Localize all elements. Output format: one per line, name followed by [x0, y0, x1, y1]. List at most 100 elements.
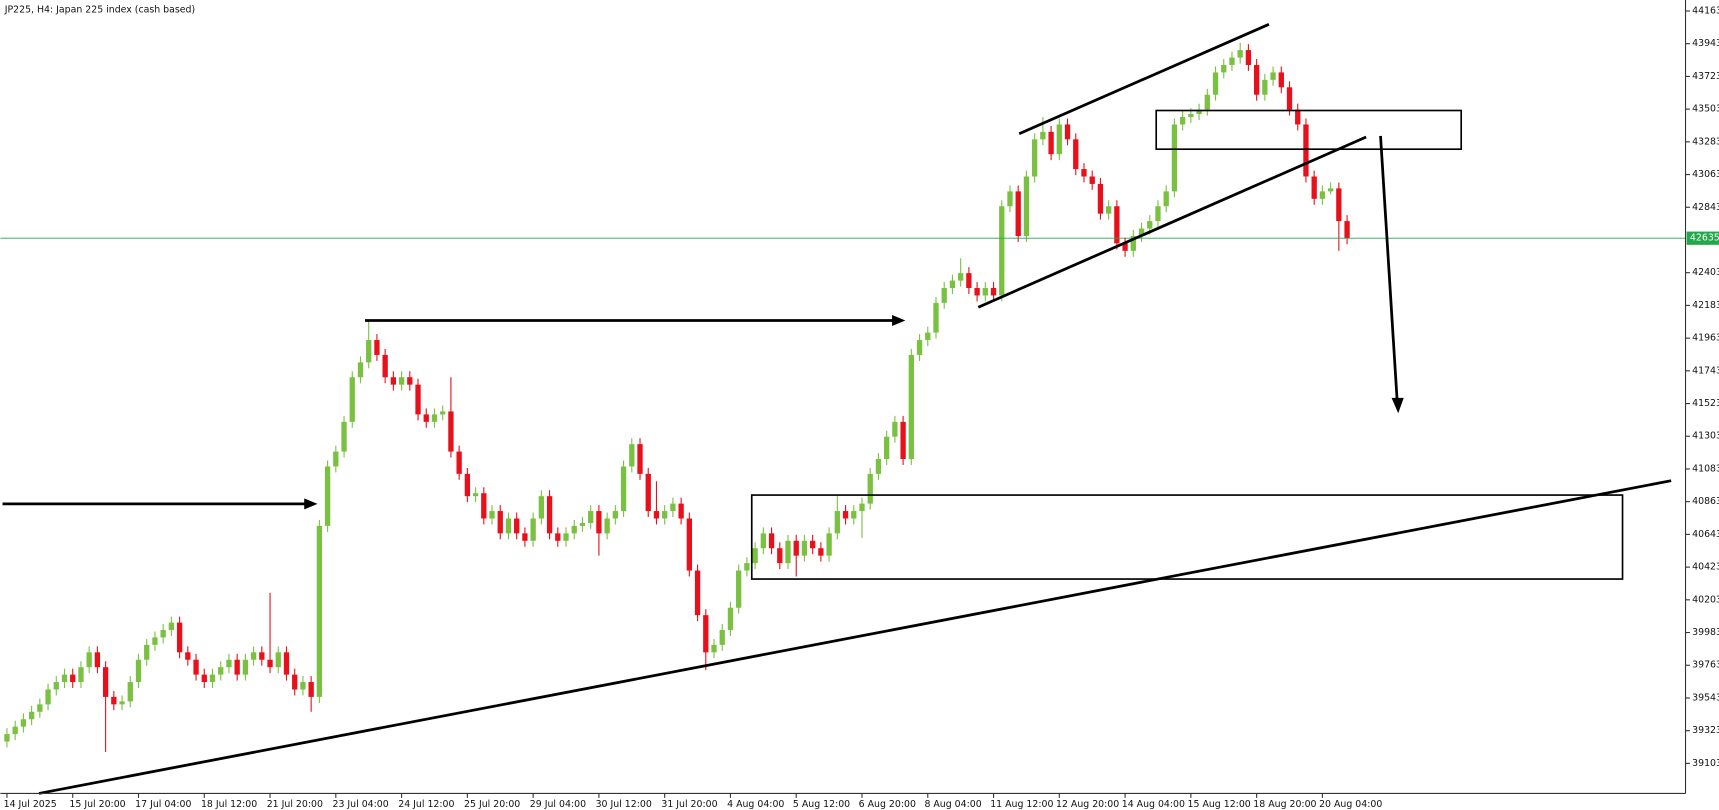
candle-body — [1031, 139, 1038, 177]
candle-body — [579, 522, 586, 526]
x-tick-label: 12 Aug 20:00 — [1056, 799, 1119, 810]
candle-body — [777, 548, 783, 564]
candle-body — [300, 682, 306, 690]
candle-body — [1081, 169, 1087, 177]
candle-body — [1278, 72, 1284, 88]
candle-body — [283, 652, 290, 675]
x-tick-label: 18 Jul 12:00 — [201, 799, 257, 810]
candle-body — [908, 354, 914, 460]
candle-body — [916, 340, 923, 355]
y-tick-label: 41963 — [1692, 333, 1719, 344]
candle-body — [12, 726, 18, 735]
annotations — [2, 23, 1672, 795]
channel-line — [977, 135, 1367, 309]
candle-body — [37, 704, 43, 712]
candle-body — [1105, 206, 1112, 214]
candle-body — [851, 511, 857, 519]
candle-body — [1327, 188, 1334, 192]
candle-body — [390, 377, 397, 385]
candle-body — [744, 563, 750, 571]
y-tick-label: 39763 — [1692, 660, 1719, 671]
candle-body — [884, 436, 890, 460]
candle-body — [530, 518, 536, 541]
candle-body — [185, 652, 191, 660]
candle-body — [818, 548, 824, 556]
candle-body — [1130, 235, 1136, 251]
x-tick-label: 14 Aug 04:00 — [1122, 799, 1185, 810]
candle-body — [505, 518, 512, 534]
y-tick-label: 42403 — [1692, 267, 1719, 278]
candle-body — [1114, 206, 1120, 244]
candle-body — [193, 659, 199, 675]
candle-body — [1204, 94, 1210, 110]
candle-body — [752, 548, 758, 564]
candle-body — [144, 644, 150, 660]
candle-body — [308, 682, 314, 697]
candle-body — [1179, 117, 1186, 125]
candle-body — [736, 570, 742, 608]
candle-body — [727, 607, 734, 631]
candle-body — [86, 652, 92, 668]
candle-body — [440, 411, 446, 415]
candle-body — [28, 711, 35, 720]
candle-body — [1147, 221, 1153, 229]
candle-body — [703, 615, 709, 653]
candle-body — [596, 511, 602, 534]
candle-body — [1303, 124, 1309, 177]
candle-body — [810, 540, 816, 549]
candle-body — [119, 701, 125, 705]
plot-area — [0, 42, 1686, 752]
x-tick-label: 15 Jul 20:00 — [69, 799, 125, 810]
x-tick-label: 18 Aug 20:00 — [1253, 799, 1316, 810]
candle-body — [645, 473, 651, 512]
x-tick-label: 14 Jul 2025 — [4, 799, 57, 810]
candle-body — [760, 533, 766, 549]
candle-body — [209, 674, 216, 683]
x-tick-label: 5 Aug 12:00 — [793, 799, 850, 810]
candle-body — [20, 719, 27, 727]
y-tick-label: 41523 — [1692, 398, 1719, 409]
candle-body — [267, 659, 273, 668]
y-tick-label: 39323 — [1692, 725, 1719, 736]
candle-body — [218, 667, 224, 675]
candle-body — [958, 273, 964, 281]
candle-body — [1040, 131, 1046, 140]
candle-body — [250, 652, 257, 660]
x-tick-label: 25 Jul 20:00 — [464, 799, 520, 810]
candle-body — [70, 674, 76, 683]
y-tick-label: 39983 — [1692, 627, 1719, 638]
candle-body — [1155, 206, 1161, 222]
x-tick-label: 17 Jul 04:00 — [135, 799, 191, 810]
candle-body — [522, 533, 528, 541]
zone-box — [1155, 109, 1463, 151]
candle-body — [1344, 221, 1350, 239]
candle-body — [357, 362, 364, 378]
candle-body — [588, 511, 594, 523]
candle-body — [423, 414, 429, 422]
y-tick-label: 42183 — [1692, 300, 1719, 311]
x-tick-label: 23 Jul 04:00 — [333, 799, 389, 810]
y-tick-label: 40863 — [1692, 496, 1719, 507]
candle-body — [1188, 114, 1194, 118]
y-tick-label: 41303 — [1692, 431, 1719, 442]
candle-body — [514, 518, 520, 534]
candle-body — [694, 570, 701, 616]
candle-body — [801, 540, 808, 556]
candle-body — [826, 533, 832, 556]
candle-body — [1295, 109, 1301, 125]
x-tick-label: 20 Aug 04:00 — [1319, 799, 1382, 810]
y-tick-label: 42843 — [1692, 202, 1719, 213]
candle-body — [102, 667, 109, 697]
candle-body — [481, 493, 487, 519]
candle-body — [1237, 50, 1243, 58]
candle-body — [563, 533, 569, 541]
candle-body — [1221, 64, 1227, 73]
zone-box — [750, 494, 1624, 580]
candle-body — [464, 473, 471, 497]
candle-body — [785, 540, 791, 564]
candle-body — [176, 622, 183, 653]
candle-body — [678, 503, 684, 519]
candle-body — [1089, 176, 1095, 184]
candle-body — [242, 659, 249, 675]
candle-body — [448, 411, 454, 452]
